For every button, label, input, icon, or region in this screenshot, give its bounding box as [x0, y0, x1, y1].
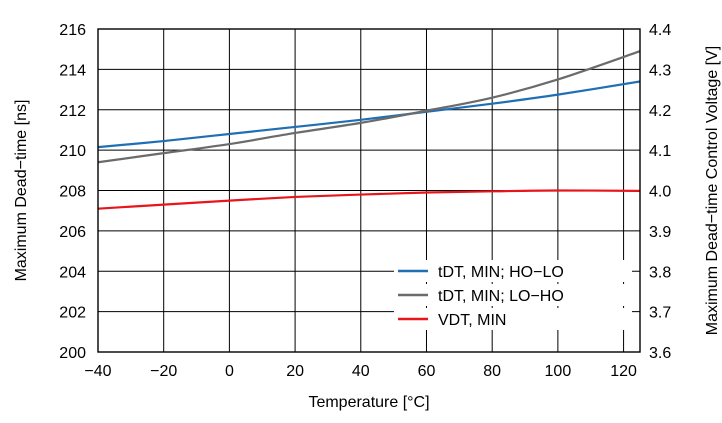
x-tick-label: 20 — [286, 363, 304, 380]
y2-tick-label: 4.1 — [649, 143, 671, 160]
y2-tick-label: 3.8 — [649, 264, 671, 281]
x-tick-label: 120 — [610, 363, 637, 380]
legend-label: tDT, MIN; HO−LO — [438, 264, 564, 281]
legend-entry-vdt: VDT, MIN — [394, 308, 632, 330]
y2-tick-label: 3.7 — [649, 305, 671, 322]
y-tick-label: 214 — [59, 62, 86, 79]
legend-entry-tdt-lo-ho: tDT, MIN; LO−HO — [394, 284, 632, 306]
x-tick-label: 40 — [352, 363, 370, 380]
x-tick-label: 0 — [225, 363, 234, 380]
y-tick-label: 200 — [59, 345, 86, 362]
legend-entry-tdt-ho-lo: tDT, MIN; HO−LO — [394, 260, 632, 282]
y-tick-label: 206 — [59, 224, 86, 241]
y2-tick-label: 3.6 — [649, 345, 671, 362]
y-tick-label: 212 — [59, 103, 86, 120]
legend-entry-background — [394, 260, 632, 282]
x-axis-title: Temperature [°C] — [308, 394, 429, 411]
legend-entry-background — [394, 308, 632, 330]
y-tick-label: 216 — [59, 22, 86, 39]
y2-tick-label: 4.2 — [649, 103, 671, 120]
legend-label: VDT, MIN — [438, 312, 506, 329]
x-tick-label: 60 — [418, 363, 436, 380]
series-line-vdt — [97, 189, 641, 210]
series-line-tdt-ho-lo — [97, 80, 641, 149]
x-tick-label: 100 — [545, 363, 572, 380]
series-line-tdt-lo-ho — [97, 50, 641, 164]
y2-axis-title: Maximum Dead−time Control Voltage [V] — [704, 46, 721, 335]
x-tick-label: 80 — [483, 363, 501, 380]
legend-label: tDT, MIN; LO−HO — [438, 288, 564, 305]
y-tick-label: 208 — [59, 184, 86, 201]
y-tick-label: 210 — [59, 143, 86, 160]
legend-entry-background — [394, 284, 632, 306]
y-axis-title: Maximum Dead−time [ns] — [13, 100, 30, 282]
y2-tick-label: 4.4 — [649, 22, 671, 39]
y2-tick-label: 4.3 — [649, 62, 671, 79]
legend: tDT, MIN; HO−LO tDT, MIN; LO−HO VDT, MIN — [394, 260, 632, 330]
x-tick-label: −40 — [84, 363, 111, 380]
y2-tick-label: 3.9 — [649, 224, 671, 241]
plot-frame — [97, 28, 641, 353]
y-tick-label: 202 — [59, 305, 86, 322]
x-axis-tick-labels: −40 −20 0 20 40 60 80 100 120 — [84, 363, 637, 380]
y2-tick-label: 4.0 — [649, 184, 671, 201]
series-layer — [97, 50, 641, 210]
y-tick-label: 204 — [59, 264, 86, 281]
x-tick-label: −20 — [150, 363, 177, 380]
y2-axis-tick-labels: 3.6 3.7 3.8 3.9 4.0 4.1 4.2 4.3 4.4 — [649, 22, 671, 362]
y-axis-tick-labels: 200 202 204 206 208 210 212 214 216 — [59, 22, 86, 362]
